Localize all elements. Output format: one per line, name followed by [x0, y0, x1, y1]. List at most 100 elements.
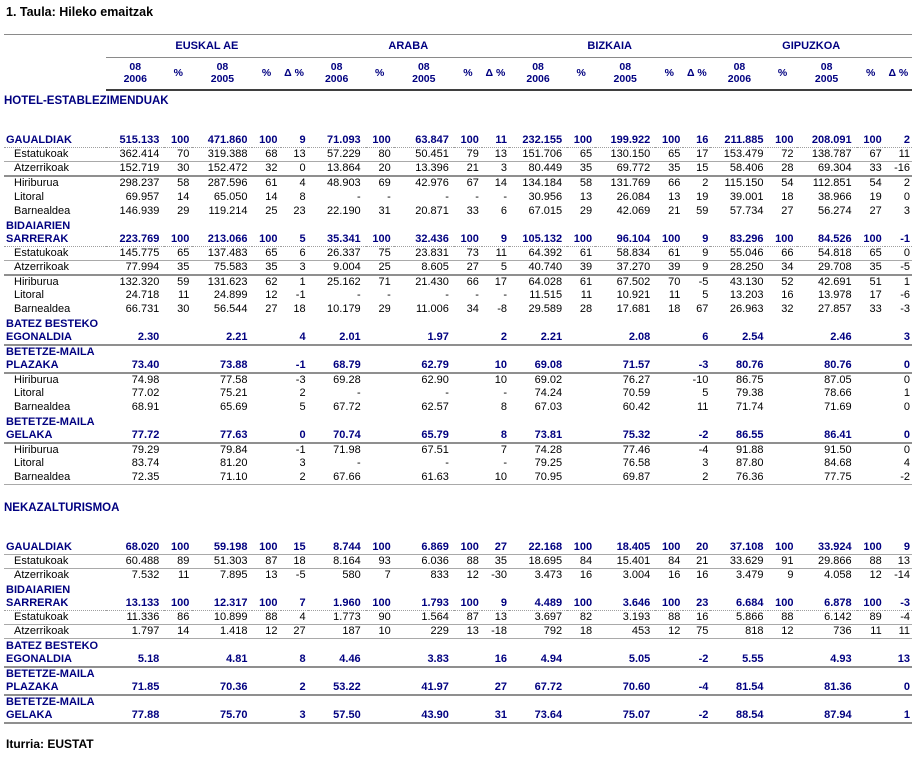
column-header-line: 2005 — [613, 73, 637, 86]
data-cell: -18 — [481, 624, 509, 639]
data-cell — [164, 666, 193, 696]
data-cell: 100 — [768, 218, 797, 247]
data-cell: 77.75 — [796, 470, 857, 485]
data-cell: 80 — [365, 147, 394, 162]
data-cell: 61 — [265, 177, 278, 189]
table-row: Estatukoak 60.488 89 51.303 87 18 8.164 93 6.036… — [4, 554, 912, 569]
row-label: Barnealdea — [4, 204, 106, 218]
row-label: Atzerrikoak — [4, 624, 107, 639]
row-label: Litoral — [4, 457, 106, 471]
data-cell: 77.02 — [131, 387, 160, 399]
data-cell: 70.59 — [622, 387, 651, 399]
data-cell: 26.337 — [307, 246, 366, 261]
data-cell: 56.544 — [213, 303, 248, 315]
data-cell: 11 — [884, 624, 912, 639]
data-cell: 43.90 — [393, 694, 454, 724]
data-cell: 2 — [280, 666, 308, 696]
column-header: 08 2006 — [710, 57, 769, 91]
data-cell: 18.695 — [509, 554, 568, 569]
data-cell — [655, 694, 684, 724]
data-cell: 1.773 — [307, 610, 366, 625]
data-cell: 2 — [884, 133, 912, 148]
data-cell: 2 — [683, 470, 711, 485]
data-cell: 69.28 — [333, 373, 361, 386]
data-cell: 13 — [668, 190, 681, 203]
data-cell: 33.924 — [796, 540, 857, 555]
data-cell: 91.50 — [824, 443, 852, 456]
data-cell: 13 — [265, 569, 278, 582]
data-cell: 5 — [280, 218, 308, 247]
row-label: Hiriburua — [4, 275, 106, 289]
data-cell: 35 — [164, 260, 193, 276]
data-cell: 20 — [683, 540, 711, 555]
data-cell: - — [445, 387, 449, 399]
data-cell: 13 — [280, 147, 308, 162]
data-cell: 2.54 — [710, 316, 769, 346]
data-cell: 2.21 — [509, 316, 568, 346]
data-cell: 39 — [655, 260, 684, 276]
data-cell: -16 — [884, 161, 912, 177]
data-cell: 1 — [903, 387, 910, 399]
data-cell: 4 — [903, 457, 910, 469]
data-cell: 73.81 — [509, 414, 568, 444]
column-header-line: 2006 — [526, 73, 550, 86]
data-cell: 67.72 — [509, 666, 568, 696]
data-cell: 2 — [280, 470, 308, 485]
data-cell: -2 — [884, 470, 912, 485]
data-cell: 24.899 — [213, 289, 248, 301]
data-cell: 18 — [781, 190, 794, 203]
row-label-line: Estatukoak — [14, 148, 69, 160]
data-cell: 75.70 — [192, 694, 253, 724]
data-cell: 213.066 — [192, 218, 253, 247]
data-cell: 0 — [903, 373, 910, 386]
data-cell: 86.55 — [710, 414, 769, 444]
row-label: Hiriburua — [4, 176, 106, 190]
data-cell — [768, 638, 797, 668]
data-cell: - — [357, 457, 361, 469]
data-cell: 40.740 — [509, 260, 568, 276]
table-row: BETETZE-MAILA PLAZAKA 71.85 70.36 2 53.22 41.9… — [4, 666, 912, 696]
data-cell: 229 — [393, 624, 454, 639]
data-cell: 33.629 — [710, 554, 769, 569]
data-cell: 27 — [280, 624, 308, 639]
data-cell: 74.28 — [534, 443, 563, 456]
data-cell: 73 — [453, 246, 482, 261]
data-cell: 27 — [481, 540, 509, 555]
data-cell: 76.27 — [622, 373, 651, 386]
data-cell: 131.623 — [207, 275, 248, 288]
data-cell: 68.79 — [307, 344, 366, 374]
data-cell: 21 — [683, 554, 711, 569]
row-label: BATEZ BESTEKO EGONALDIA — [4, 316, 107, 346]
table-row: Litoral 69.957 14 65.050 14 8 - - - - - 30.956 13 26.… — [4, 190, 912, 204]
row-label: Litoral — [4, 387, 106, 401]
data-cell: 13 — [884, 638, 912, 668]
row-label-line: Atzerrikoak — [14, 260, 70, 273]
column-header: % — [567, 57, 596, 91]
data-cell: 100 — [365, 133, 394, 148]
data-cell: -1 — [295, 289, 306, 301]
data-cell: 67.66 — [307, 470, 366, 485]
data-cell — [768, 470, 797, 485]
row-label: GAUALDIAK — [4, 133, 107, 148]
data-cell: 33 — [466, 204, 479, 217]
row-label-line: Atzerrikoak — [14, 569, 70, 582]
data-cell: 10.899 — [192, 610, 253, 625]
data-cell — [567, 414, 596, 444]
data-cell: 100 — [856, 218, 885, 247]
data-cell: 84.68 — [824, 457, 852, 469]
data-cell — [365, 414, 394, 444]
data-cell: 0 — [903, 190, 910, 203]
column-header-line: % — [576, 67, 586, 80]
section-title: HOTEL-ESTABLEZIMENDUAK — [4, 94, 169, 107]
data-cell: 73.64 — [509, 694, 568, 724]
data-cell: 32 — [781, 303, 794, 315]
column-header: 08 2006 — [509, 57, 568, 91]
data-cell: 35 — [856, 260, 885, 276]
data-cell: 70.60 — [595, 666, 656, 696]
data-cell: 79.25 — [534, 457, 563, 469]
data-cell: 68 — [252, 147, 281, 162]
data-cell: 59.198 — [192, 540, 253, 555]
data-cell: 17.681 — [616, 303, 651, 315]
data-cell: 14 — [177, 190, 190, 203]
data-cell: 71.10 — [192, 470, 253, 485]
